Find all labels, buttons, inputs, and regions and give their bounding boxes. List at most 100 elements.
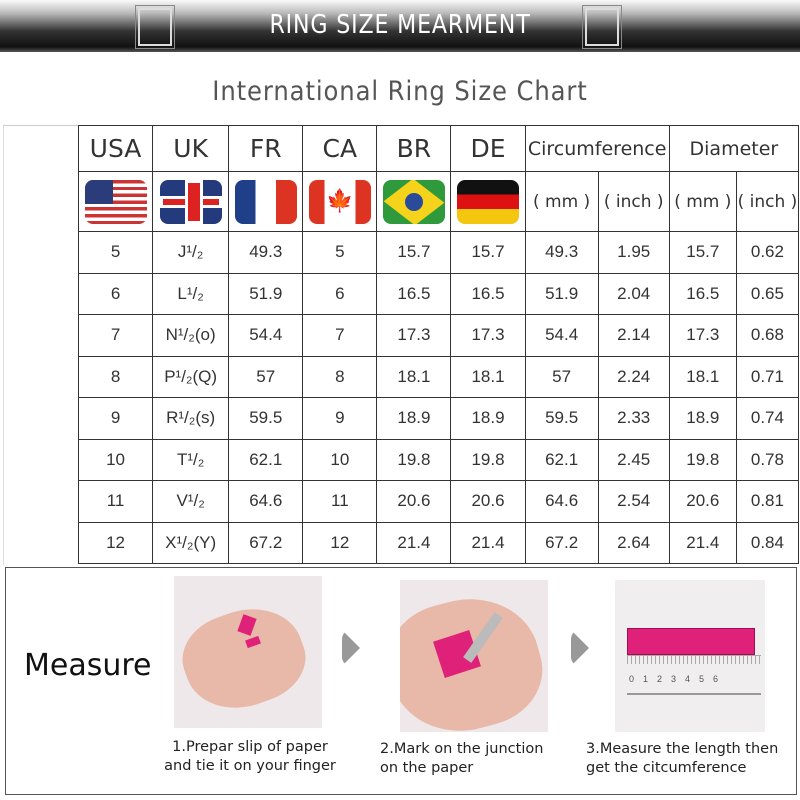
square-ornament-icon: [135, 5, 175, 49]
table-cell: 12: [77, 521, 154, 564]
table-cell: 15.7: [376, 231, 452, 274]
caption-line: 1.Prepar slip of paper: [172, 739, 328, 755]
table-cell: 57: [228, 355, 304, 398]
col-usa: USA: [77, 125, 154, 172]
arrow-right-icon: [571, 630, 589, 666]
table-cell: 8: [302, 355, 378, 398]
chart-title: International Ring Size Chart: [212, 76, 588, 107]
square-ornament-icon: [582, 5, 622, 49]
arrow-right-icon: [342, 630, 360, 666]
table-cell: 8: [77, 355, 154, 398]
table-row: 7 N¹/₂(o) 54.4 7 17.3 17.3 54.4 2.14 17.3 0.68: [77, 314, 800, 357]
col-br: BR: [376, 125, 452, 172]
table-cell: 21.4: [668, 521, 737, 564]
table-cell: V¹/₂: [152, 480, 230, 523]
table-left-margin: [3, 125, 78, 565]
table-cell: 49.3: [524, 231, 599, 274]
table-row: 9 R¹/₂(s) 59.5 9 18.9 18.9 59.5 2.33 18.9 0.74: [77, 397, 800, 440]
col-ca: CA: [302, 125, 378, 172]
table-cell: 1.95: [597, 231, 670, 274]
table-row: 5 J¹/₂ 49.3 5 15.7 15.7 49.3 1.95 15.7 0.62: [77, 231, 800, 274]
table-cell: P¹/₂(Q): [152, 355, 230, 398]
table-cell: 16.5: [450, 272, 526, 315]
table-cell: 18.1: [450, 355, 526, 398]
table-cell: 6: [77, 272, 154, 315]
table-cell: 7: [77, 314, 154, 357]
table-cell: 19.8: [376, 438, 452, 481]
table-cell: 0.74: [735, 397, 800, 440]
step1-caption: 1.Prepar slip of paper and tie it on you…: [150, 738, 350, 776]
us-flag-icon: [84, 179, 147, 224]
table-cell: 17.3: [668, 314, 737, 357]
table-cell: 0.62: [735, 231, 800, 274]
col-fr: FR: [228, 125, 304, 172]
table-cell: 20.6: [376, 480, 452, 523]
col-de: DE: [450, 125, 526, 172]
ruler: 0123456: [627, 655, 761, 695]
col-uk: UK: [152, 125, 230, 172]
table-cell: 6: [302, 272, 378, 315]
step3-image: 0123456: [615, 580, 765, 732]
table-cell: 54.4: [524, 314, 599, 357]
table-cell: 18.9: [450, 397, 526, 440]
table-cell: 2.64: [597, 521, 670, 564]
table-cell: 62.1: [524, 438, 599, 481]
table-cell: 21.4: [376, 521, 452, 564]
table-cell: 2.14: [597, 314, 670, 357]
flags-row: 🍁 ( mm ) ( inch ) ( mm ) ( inch ): [77, 171, 800, 232]
table-cell: 15.7: [450, 231, 526, 274]
table-cell: 12: [302, 521, 378, 564]
table-cell: 62.1: [228, 438, 304, 481]
table-cell: 2.33: [597, 397, 670, 440]
table-cell: 0.65: [735, 272, 800, 315]
table-cell: 20.6: [668, 480, 737, 523]
table-row: 12 X¹/₂(Y) 67.2 12 21.4 21.4 67.2 2.64 21.4 0.84: [77, 521, 800, 564]
brazil-flag-icon: [382, 179, 445, 224]
col-diameter: Diameter: [668, 125, 800, 172]
table-cell: 17.3: [450, 314, 526, 357]
table-cell: R¹/₂(s): [152, 397, 230, 440]
table-cell: 18.9: [668, 397, 737, 440]
table-cell: 18.1: [376, 355, 452, 398]
table-cell: 51.9: [524, 272, 599, 315]
table-cell: 51.9: [228, 272, 304, 315]
table-cell: 20.6: [450, 480, 526, 523]
table-cell: 19.8: [668, 438, 737, 481]
measure-label: Measure: [24, 648, 152, 683]
caption-line: 2.Mark on the junction: [380, 741, 544, 757]
table-cell: 15.7: [668, 231, 737, 274]
caption-line: and tie it on your finger: [164, 758, 336, 774]
table-cell: 5: [77, 231, 154, 274]
step3-caption: 3.Measure the length then get the citcum…: [586, 740, 778, 778]
france-flag-icon: [234, 179, 297, 224]
table-cell: 67.2: [524, 521, 599, 564]
table-cell: 18.1: [668, 355, 737, 398]
table-row: 8 P¹/₂(Q) 57 8 18.1 18.1 57 2.24 18.1 0.71: [77, 355, 800, 398]
table-cell: 16.5: [376, 272, 452, 315]
caption-line: get the citcumference: [586, 760, 747, 776]
table-cell: J¹/₂: [152, 231, 230, 274]
ring-size-table: USA UK FR CA BR DE Circumference Diamete…: [77, 125, 800, 564]
table-cell: 5: [302, 231, 378, 274]
table-row: 10 T¹/₂ 62.1 10 19.8 19.8 62.1 2.45 19.8 0.78: [77, 438, 800, 481]
table-cell: 54.4: [228, 314, 304, 357]
step2-caption: 2.Mark on the junction on the paper: [380, 740, 543, 778]
table-cell: 2.45: [597, 438, 670, 481]
unit-mm: ( mm ): [524, 171, 599, 232]
banner: RING SIZE MEARMENT: [0, 0, 800, 52]
table-row: 11 V¹/₂ 64.6 11 20.6 20.6 64.6 2.54 20.6 0.81: [77, 480, 800, 523]
caption-line: on the paper: [380, 760, 474, 776]
table-cell: 67.2: [228, 521, 304, 564]
table-cell: 49.3: [228, 231, 304, 274]
table-cell: 2.04: [597, 272, 670, 315]
table-row: 6 L¹/₂ 51.9 6 16.5 16.5 51.9 2.04 16.5 0.65: [77, 272, 800, 315]
table-cell: 11: [302, 480, 378, 523]
table-cell: 9: [77, 397, 154, 440]
unit-inch: ( inch ): [735, 171, 800, 232]
table-cell: N¹/₂(o): [152, 314, 230, 357]
table-cell: 7: [302, 314, 378, 357]
table-cell: L¹/₂: [152, 272, 230, 315]
table-cell: 59.5: [524, 397, 599, 440]
table-cell: 17.3: [376, 314, 452, 357]
step1-image: [174, 576, 322, 728]
